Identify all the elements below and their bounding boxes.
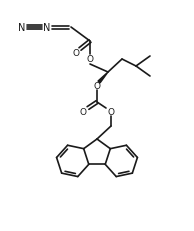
Text: O: O [94, 82, 100, 91]
Text: N: N [43, 23, 51, 33]
Text: O: O [107, 108, 114, 117]
Text: O: O [87, 55, 94, 64]
Text: N: N [18, 23, 26, 33]
Text: O: O [73, 49, 80, 58]
Polygon shape [98, 73, 108, 84]
Text: O: O [80, 108, 87, 117]
